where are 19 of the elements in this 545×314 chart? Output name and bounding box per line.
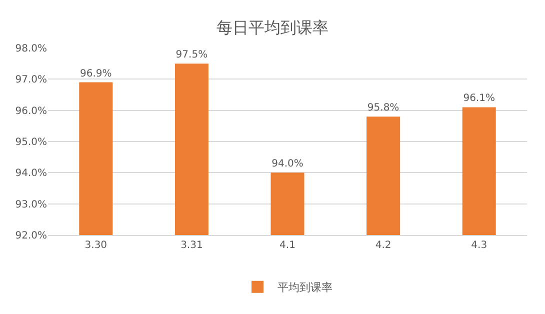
x-tick-label: 4.3	[471, 240, 488, 251]
y-tick-label: 98.0%	[15, 44, 47, 54]
x-tick-label: 3.31	[180, 240, 203, 251]
y-tick-label: 96.0%	[15, 106, 47, 117]
data-label: 96.9%	[80, 68, 112, 80]
chart-title: 每日平均到课率	[216, 18, 328, 38]
data-label: 96.1%	[463, 93, 495, 104]
y-tick-label: 94.0%	[15, 168, 47, 180]
y-tick-label: 97.0%	[15, 74, 47, 86]
data-label: 97.5%	[176, 50, 208, 61]
y-tick-label: 92.0%	[15, 230, 47, 242]
x-tick-label: 3.30	[84, 240, 108, 251]
y-tick-label: 95.0%	[15, 137, 47, 148]
x-tick-label: 4.1	[280, 240, 296, 251]
legend-label: 平均到课率	[278, 281, 332, 294]
data-label: 94.0%	[272, 158, 304, 170]
x-tick-label: 4.2	[375, 240, 392, 251]
data-label: 95.8%	[367, 102, 400, 114]
y-tick-label: 93.0%	[15, 199, 47, 210]
